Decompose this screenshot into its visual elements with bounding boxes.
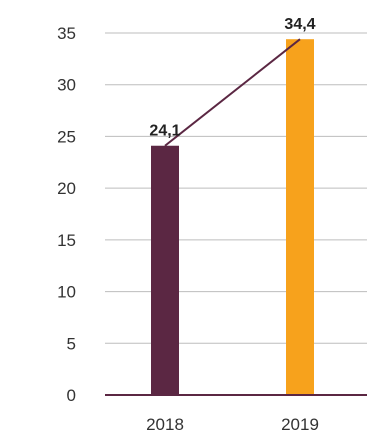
y-tick-label: 0 [67, 386, 76, 405]
y-tick-label: 35 [57, 24, 76, 43]
y-tick-label: 15 [57, 231, 76, 250]
x-axis: 2018 2019 [105, 394, 367, 434]
y-tick-label: 30 [57, 76, 76, 95]
data-label-2019: 34,4 [284, 16, 315, 33]
trend-line-group [164, 38, 301, 147]
y-tick-label: 20 [57, 179, 76, 198]
bar-2019 [286, 39, 314, 395]
data-labels: 24,1 34,4 [149, 16, 315, 140]
bars [151, 39, 314, 395]
grid-lines [105, 32, 367, 344]
y-axis: 0 5 10 15 20 25 30 35 [57, 24, 76, 405]
y-tick-label: 10 [57, 283, 76, 302]
bar-2018 [151, 145, 179, 395]
x-tick-label: 2019 [281, 415, 319, 434]
x-tick-label: 2018 [146, 415, 184, 434]
y-tick-label: 25 [57, 127, 76, 146]
data-label-2018: 24,1 [149, 123, 180, 140]
y-tick-label: 5 [67, 334, 76, 353]
trend-line [164, 38, 301, 147]
